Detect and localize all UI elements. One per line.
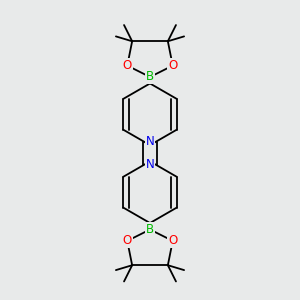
Text: O: O (123, 234, 132, 248)
Text: O: O (168, 234, 177, 248)
Text: N: N (146, 135, 154, 148)
Text: B: B (146, 70, 154, 83)
Text: O: O (123, 59, 132, 72)
Text: N: N (146, 158, 154, 171)
Text: B: B (146, 223, 154, 236)
Text: O: O (168, 59, 177, 72)
